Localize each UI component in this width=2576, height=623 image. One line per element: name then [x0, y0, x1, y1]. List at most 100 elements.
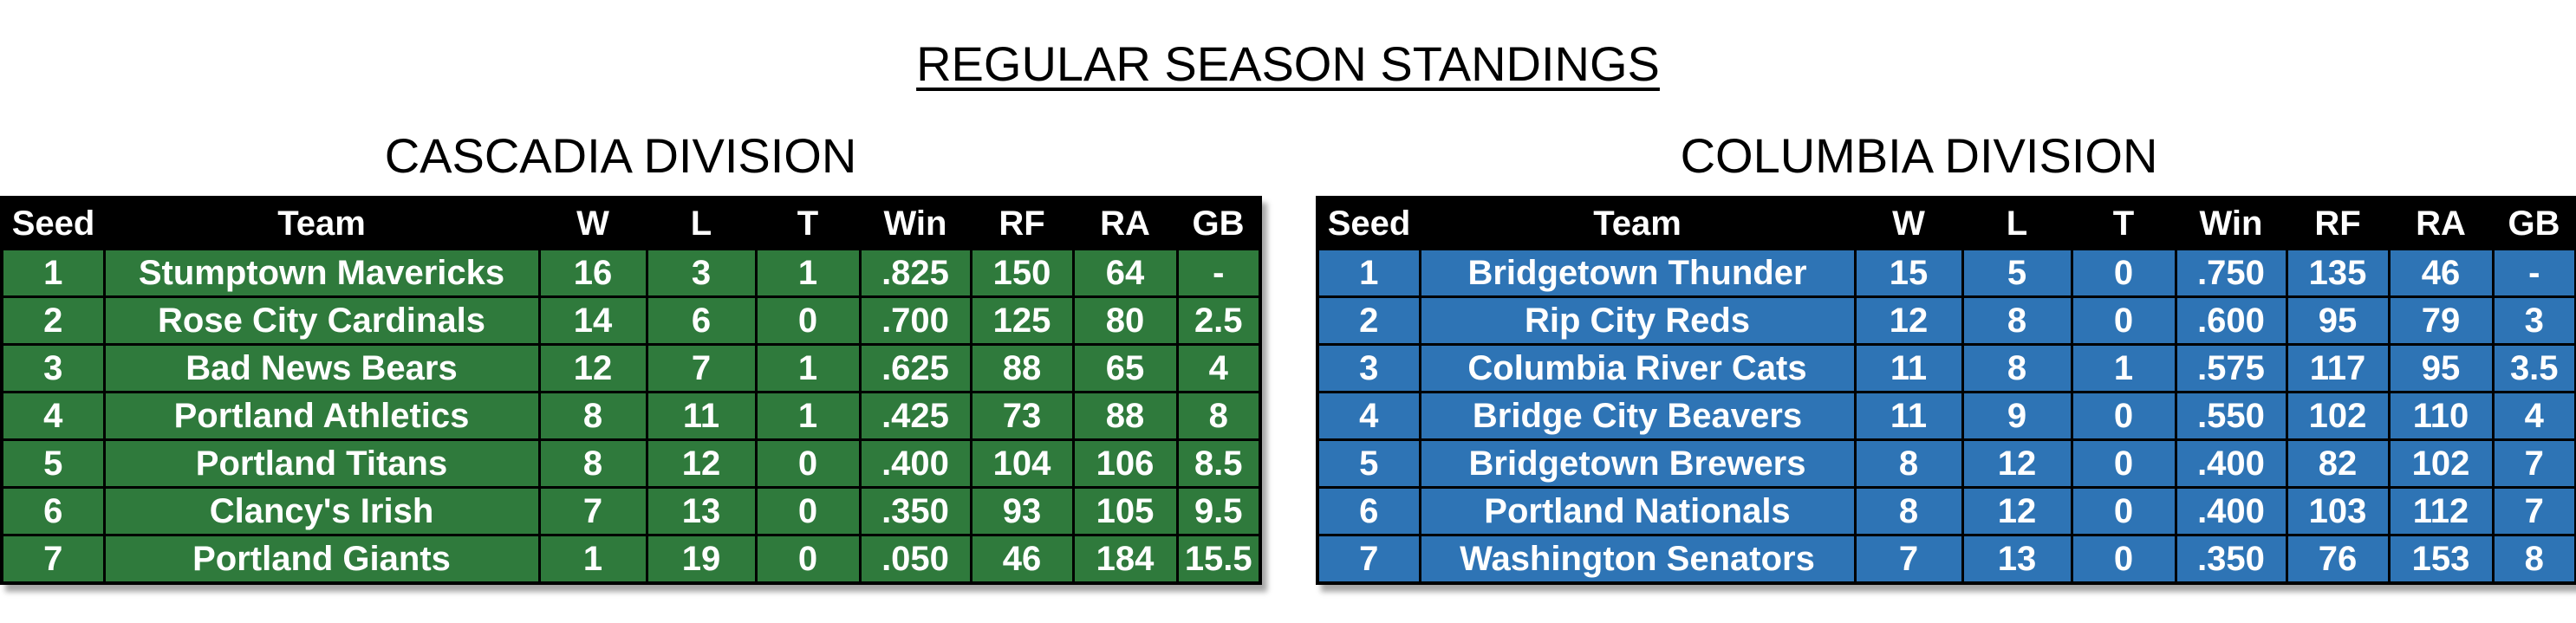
col-header-win: Win: [859, 197, 972, 250]
runs-against-cell: 102: [2387, 438, 2495, 489]
runs-for-cell: 150: [969, 248, 1075, 298]
seed-cell: 2: [1316, 295, 1421, 346]
team-cell: Bad News Bears: [102, 343, 541, 393]
runs-against-cell: 46: [2387, 248, 2495, 298]
seed-cell: 4: [0, 391, 106, 441]
games-back-cell: -: [2491, 248, 2576, 298]
team-cell: Bridge City Beavers: [1418, 391, 1857, 441]
team-cell: Bridgetown Thunder: [1418, 248, 1857, 298]
runs-for-cell: 82: [2285, 438, 2391, 489]
col-header-ra: RA: [1072, 197, 1178, 250]
runs-for-cell: 104: [969, 438, 1075, 489]
columbia-division: COLUMBIA DIVISION Seed Team W L T Win RF…: [1316, 128, 2576, 585]
losses-cell: 3: [645, 248, 758, 298]
wins-cell: 11: [1853, 391, 1964, 441]
ties-cell: 0: [2070, 391, 2177, 441]
ties-cell: 0: [2070, 534, 2177, 585]
losses-cell: 8: [1961, 343, 2073, 393]
team-cell: Portland Athletics: [102, 391, 541, 441]
team-cell: Washington Senators: [1418, 534, 1857, 585]
col-header-seed: Seed: [1317, 197, 1421, 250]
ties-cell: 0: [2070, 486, 2177, 536]
table-row: 7 Portland Giants 1 19 0.050 46 184 15.5: [0, 534, 1262, 585]
table-row: 4 Portland Athletics 8 11 1.425 73 88 8: [0, 391, 1262, 441]
games-back-cell: -: [1175, 248, 1262, 298]
games-back-cell: 9.5: [1175, 486, 1262, 536]
seed-cell: 2: [0, 295, 106, 346]
wins-cell: 1: [537, 534, 648, 585]
ties-cell: 0: [754, 438, 862, 489]
team-cell: Rose City Cardinals: [102, 295, 541, 346]
table-row: 6 Clancy's Irish 7 13 0.350 93 105 9.5: [0, 486, 1262, 536]
win-pct-cell: .625: [858, 343, 973, 393]
table-row: 1 Stumptown Mavericks 16 3 1.825 150 64-: [0, 248, 1262, 298]
wins-cell: 15: [1853, 248, 1964, 298]
games-back-cell: 3.5: [2491, 343, 2576, 393]
col-header-t: T: [755, 197, 861, 250]
wins-cell: 12: [537, 343, 648, 393]
games-back-cell: 2.5: [1175, 295, 1262, 346]
runs-against-cell: 184: [1071, 534, 1179, 585]
runs-against-cell: 64: [1071, 248, 1179, 298]
team-cell: Stumptown Mavericks: [102, 248, 541, 298]
runs-for-cell: 135: [2285, 248, 2391, 298]
wins-cell: 8: [537, 438, 648, 489]
runs-against-cell: 65: [1071, 343, 1179, 393]
runs-for-cell: 102: [2285, 391, 2391, 441]
seed-cell: 7: [1316, 534, 1421, 585]
col-header-team: Team: [103, 197, 540, 250]
seed-cell: 3: [1316, 343, 1421, 393]
table-row: 3 Columbia River Cats 11 8 1.575 117 95 3.5: [1316, 343, 2576, 393]
win-pct-cell: .350: [858, 486, 973, 536]
wins-cell: 7: [1853, 534, 1964, 585]
games-back-cell: 8: [1175, 391, 1262, 441]
col-header-rf: RF: [970, 197, 1074, 250]
runs-against-cell: 105: [1071, 486, 1179, 536]
runs-against-cell: 112: [2387, 486, 2495, 536]
ties-cell: 0: [754, 486, 862, 536]
losses-cell: 12: [1961, 438, 2073, 489]
ties-cell: 0: [2070, 438, 2177, 489]
wins-cell: 8: [1853, 438, 1964, 489]
losses-cell: 6: [645, 295, 758, 346]
losses-cell: 19: [645, 534, 758, 585]
col-header-gb: GB: [2492, 197, 2576, 250]
runs-for-cell: 88: [969, 343, 1075, 393]
table-row: 7 Washington Senators 7 13 0.350 76 153 8: [1316, 534, 2576, 585]
col-header-gb: GB: [1176, 197, 1261, 250]
table-row: 2 Rose City Cardinals 14 6 0.700 125 80 2.5: [0, 295, 1262, 346]
games-back-cell: 4: [1175, 343, 1262, 393]
seed-cell: 5: [0, 438, 106, 489]
seed-cell: 7: [0, 534, 106, 585]
games-back-cell: 7: [2491, 486, 2576, 536]
team-cell: Clancy's Irish: [102, 486, 541, 536]
table-row: 6 Portland Nationals 8 12 0.400 103 112 7: [1316, 486, 2576, 536]
seed-cell: 4: [1316, 391, 1421, 441]
runs-against-cell: 88: [1071, 391, 1179, 441]
table-row: 5 Portland Titans 8 12 0.400 104 106 8.5: [0, 438, 1262, 489]
wins-cell: 16: [537, 248, 648, 298]
team-cell: Portland Giants: [102, 534, 541, 585]
win-pct-cell: .600: [2174, 295, 2288, 346]
col-header-team: Team: [1419, 197, 1856, 250]
seed-cell: 1: [0, 248, 106, 298]
losses-cell: 11: [645, 391, 758, 441]
team-cell: Bridgetown Brewers: [1418, 438, 1857, 489]
header-row: Seed Team W L T Win RF RA GB: [1317, 197, 2576, 250]
win-pct-cell: .400: [2174, 438, 2288, 489]
col-header-w: W: [538, 197, 647, 250]
games-back-cell: 8: [2491, 534, 2576, 585]
header-row: Seed Team W L T Win RF RA GB: [1, 197, 1261, 250]
col-header-ra: RA: [2388, 197, 2494, 250]
games-back-cell: 3: [2491, 295, 2576, 346]
wins-cell: 11: [1853, 343, 1964, 393]
games-back-cell: 7: [2491, 438, 2576, 489]
team-cell: Portland Titans: [102, 438, 541, 489]
ties-cell: 1: [754, 391, 862, 441]
table-row: 5 Bridgetown Brewers 8 12 0.400 82 102 7: [1316, 438, 2576, 489]
cascadia-division: CASCADIA DIVISION Seed Team W L T Win RF…: [0, 128, 1262, 585]
runs-for-cell: 95: [2285, 295, 2391, 346]
runs-for-cell: 76: [2285, 534, 2391, 585]
losses-cell: 8: [1961, 295, 2073, 346]
runs-against-cell: 80: [1071, 295, 1179, 346]
